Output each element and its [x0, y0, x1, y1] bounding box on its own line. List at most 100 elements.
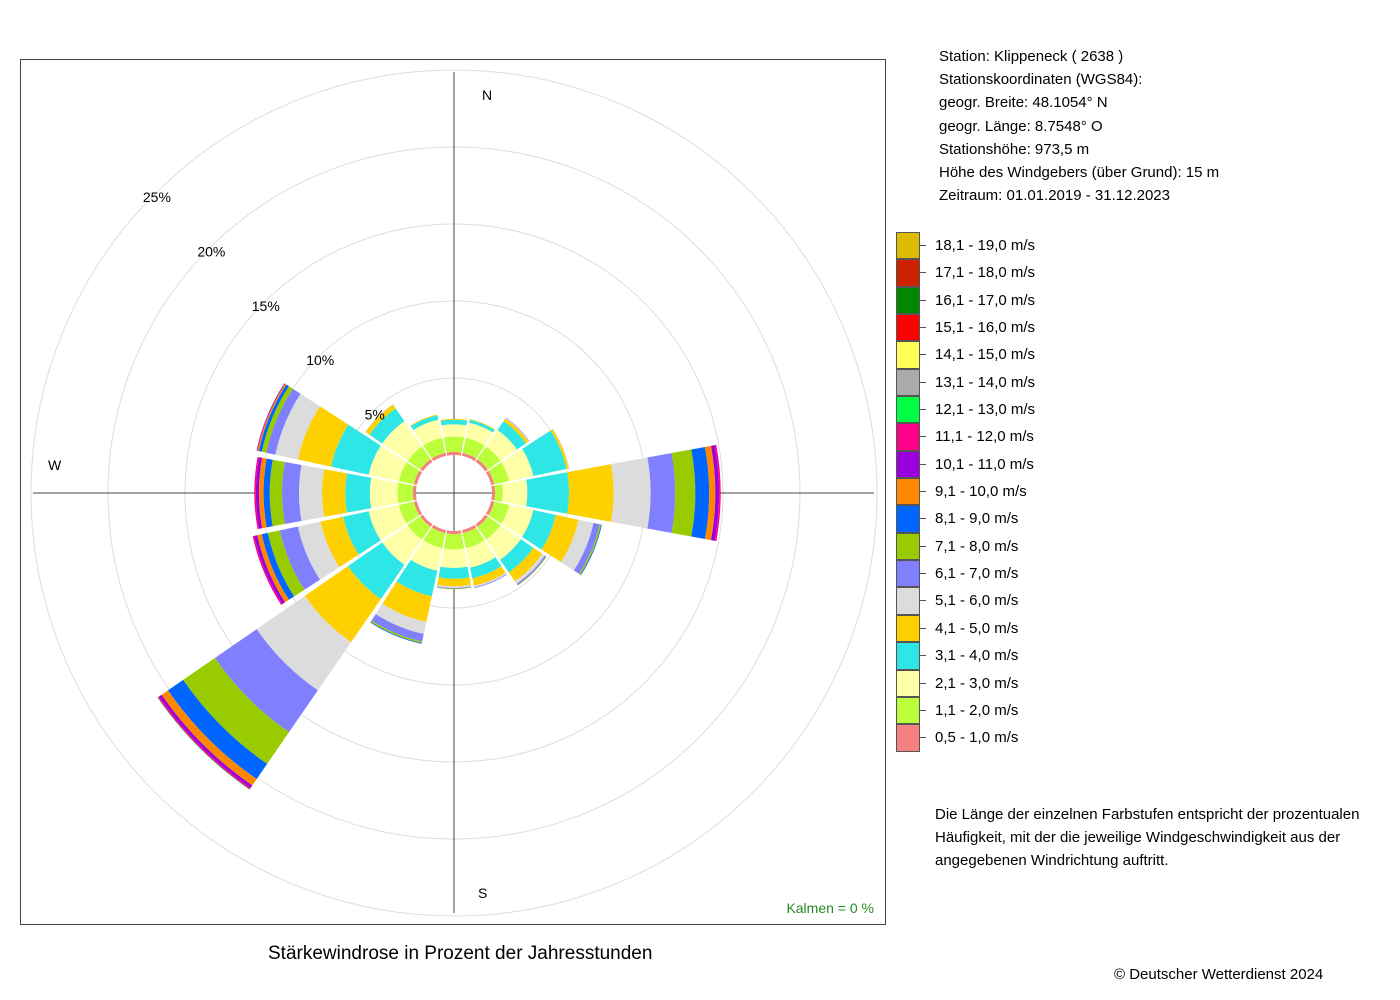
- rose-segment: [279, 526, 320, 590]
- rose-segment: [486, 525, 521, 560]
- rose-segment: [469, 418, 496, 431]
- legend-tick: [920, 354, 926, 356]
- rose-segment: [440, 548, 468, 568]
- rose-segment: [671, 449, 696, 537]
- rose-segment: [375, 603, 427, 635]
- rose-segment: [514, 553, 545, 584]
- legend-label: 12,1 - 13,0 m/s: [935, 401, 1036, 419]
- rose-segment: [331, 424, 381, 475]
- rose-segment: [611, 457, 651, 529]
- legend-tick: [920, 491, 926, 493]
- rose-segment: [431, 524, 447, 534]
- legend-tick: [920, 272, 926, 274]
- rose-segment: [252, 535, 283, 605]
- rose-segment: [258, 384, 289, 452]
- rose-segment: [398, 501, 420, 524]
- legend-swatch: [896, 642, 920, 670]
- compass-label-south: S: [478, 885, 487, 901]
- rose-segment: [369, 408, 405, 444]
- rose-segment: [501, 448, 534, 482]
- rose-segment: [472, 566, 506, 586]
- rose-segment: [691, 446, 710, 540]
- rose-segment: [475, 514, 488, 527]
- legend-note-line: Häufigkeit, mit der die jeweilige Windge…: [935, 829, 1341, 846]
- legend-swatch: [896, 614, 920, 643]
- rose-segment: [258, 457, 267, 529]
- rose-segment: [254, 456, 260, 530]
- rose-segment: [488, 501, 510, 524]
- rose-segment: [431, 452, 447, 462]
- rose-segment: [183, 657, 290, 764]
- rose-segment: [475, 459, 488, 472]
- rose-segment: [550, 429, 569, 469]
- rose-segment: [322, 469, 347, 517]
- legend-swatch: [896, 724, 920, 752]
- rose-segment: [256, 595, 352, 691]
- calm-label: Kalmen = 0 %: [786, 900, 874, 916]
- rose-segment: [516, 555, 547, 586]
- rose-segment: [167, 679, 268, 780]
- rose-segment: [413, 419, 443, 446]
- legend-swatch: [896, 286, 920, 315]
- legend-tick: [920, 518, 926, 520]
- rose-segment: [345, 473, 372, 513]
- legend-label: 14,1 - 15,0 m/s: [935, 346, 1036, 364]
- rose-segment: [420, 514, 433, 527]
- rose-segment: [440, 419, 468, 426]
- rose-segment: [488, 462, 510, 485]
- legend-swatch: [896, 232, 920, 260]
- rose-segment: [347, 542, 405, 600]
- station-line: Stationshöhe: 973,5 m: [939, 140, 1090, 158]
- rose-segment: [462, 437, 485, 459]
- legend-tick: [920, 436, 926, 438]
- legend-swatch: [896, 423, 920, 451]
- legend-swatch: [896, 669, 920, 697]
- rose-segment: [469, 419, 495, 433]
- rose-segment: [161, 690, 257, 786]
- rose-segment: [382, 421, 422, 461]
- legend-tick: [920, 627, 926, 629]
- rose-segment: [436, 584, 472, 588]
- grid-circle: [30, 69, 878, 917]
- legend-label: 3,1 - 4,0 m/s: [935, 647, 1019, 665]
- legend-tick: [920, 381, 926, 383]
- rose-segment: [371, 614, 424, 642]
- legend-swatch: [896, 368, 920, 397]
- rose-segment: [567, 464, 614, 522]
- rose-segment: [297, 406, 349, 467]
- rose-segment: [298, 465, 325, 521]
- rose-segment: [398, 462, 420, 485]
- rose-segment: [522, 430, 567, 476]
- rose-segment: [443, 533, 465, 550]
- rose-segment: [443, 436, 465, 453]
- legend-tick: [920, 600, 926, 602]
- rose-segment: [508, 547, 543, 582]
- rose-segment: [500, 539, 534, 573]
- rose-segment: [257, 534, 289, 603]
- rose-segment: [477, 516, 501, 540]
- rose-segment: [560, 519, 594, 571]
- rose-segment: [501, 504, 534, 538]
- rose-segment: [410, 540, 443, 571]
- rose-segment: [711, 445, 720, 541]
- legend-tick: [920, 682, 926, 684]
- rose-segment: [473, 572, 507, 588]
- rose-segment: [266, 388, 301, 455]
- wind-rose-chart: 5% 10% 15% 20% 25% N S W: [30, 69, 878, 917]
- rose-segment: [261, 386, 293, 453]
- rose-segment: [365, 404, 396, 435]
- legend-label: 17,1 - 18,0 m/s: [935, 264, 1036, 282]
- rose-segment: [440, 418, 468, 421]
- legend-label: 13,1 - 14,0 m/s: [935, 373, 1036, 391]
- rose-segment: [486, 430, 517, 461]
- rose-segment: [503, 418, 529, 444]
- station-line: geogr. Länge: 8.7548° O: [939, 117, 1103, 135]
- rose-segment: [369, 477, 399, 509]
- plot-frame: 5% 10% 15% 20% 25% N S W Kalmen = 0 %: [20, 59, 886, 925]
- legend-label: 9,1 - 10,0 m/s: [935, 483, 1027, 501]
- legend-swatch: [896, 259, 920, 287]
- legend-swatch: [896, 587, 920, 615]
- rose-segment: [410, 415, 439, 431]
- rose-segment: [254, 535, 286, 604]
- radial-tick-label: 15%: [252, 298, 280, 314]
